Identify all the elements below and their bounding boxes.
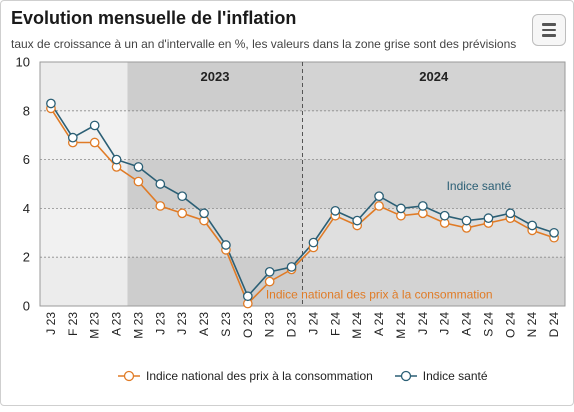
series-2-point <box>330 205 341 216</box>
series-2-point <box>461 215 472 226</box>
series-2-point <box>505 208 516 219</box>
series-2-point <box>242 291 253 302</box>
x-tick-label: M 23 <box>88 312 102 339</box>
x-tick-label: D 23 <box>285 312 299 338</box>
series-2-point <box>352 215 363 226</box>
grid-lines <box>40 110 565 258</box>
series-2-point <box>417 201 428 211</box>
series-1-point <box>155 201 166 211</box>
x-tick-label: J 24 <box>438 312 452 335</box>
series-1-point <box>264 276 275 287</box>
x-tick-label: S 23 <box>219 312 233 337</box>
series-2-point <box>89 120 100 131</box>
x-tick-label: O 24 <box>503 312 517 338</box>
series-1-point <box>374 201 384 211</box>
series-2-point <box>67 132 78 143</box>
series-2-point <box>374 191 384 202</box>
legend-item-series-1[interactable]: Indice national des prix à la consommati… <box>118 369 373 383</box>
series-2-point <box>177 191 188 202</box>
year-label-2023: 2023 <box>201 69 230 84</box>
inline-label-series-2: Indice santé <box>447 179 512 193</box>
legend-swatch-series-1 <box>118 370 140 382</box>
legend-item-series-2[interactable]: Indice santé <box>394 369 488 383</box>
x-tick-label: M 23 <box>131 312 145 339</box>
inline-label-series-1: Indice national des prix à la consommati… <box>266 288 493 302</box>
y-tick-label: 8 <box>23 103 30 118</box>
series-2-point <box>199 208 209 219</box>
series-2-point <box>133 162 144 172</box>
x-tick-label: A 23 <box>197 312 211 336</box>
series-2-point <box>155 179 166 189</box>
x-tick-label: J 24 <box>416 312 430 335</box>
actuals-band <box>40 62 128 306</box>
series-2-point <box>46 98 56 109</box>
x-tick-label: A 24 <box>372 312 386 336</box>
x-tick-label: N 23 <box>263 312 277 338</box>
x-tick-label: D 24 <box>547 312 561 338</box>
x-tick-label: F 23 <box>66 312 80 336</box>
legend-label-series-1: Indice national des prix à la consommati… <box>146 369 373 383</box>
year-labels: 2023 2024 <box>201 69 449 84</box>
series-1-point <box>177 208 188 219</box>
series-2-point <box>286 262 297 272</box>
legend-swatch-series-2 <box>394 370 417 382</box>
series-2-point <box>527 220 538 231</box>
x-tick-label: F 24 <box>328 312 342 336</box>
series-2-point <box>439 210 450 221</box>
series-1-point <box>133 176 144 187</box>
x-tick-label: A 24 <box>460 312 474 336</box>
series-points <box>46 98 559 309</box>
x-tick-label: J 24 <box>306 312 320 335</box>
legend-label-series-2: Indice santé <box>422 369 488 383</box>
forecast-band-2024 <box>302 62 565 306</box>
y-tick-label: 6 <box>23 152 30 167</box>
chart-legend: Indice national des prix à la consommati… <box>118 369 510 383</box>
series-2-point <box>483 213 494 224</box>
x-tick-label: N 24 <box>525 312 539 338</box>
x-axis-ticks: J 23 F 23 M 23 A 23 M 23 J 23 J 23 A 23 S 23 O 23… <box>44 312 561 339</box>
forecast-band-2023 <box>127 62 303 306</box>
x-tick-label: J 23 <box>175 312 189 335</box>
series-2-point <box>396 203 406 214</box>
x-tick-label: A 23 <box>110 312 124 336</box>
year-label-2024: 2024 <box>419 69 449 84</box>
chart-title: Evolution mensuelle de l'inflation <box>11 8 297 28</box>
series-2-point <box>308 237 319 248</box>
y-axis-ticks: 0 2 4 6 8 10 <box>16 55 30 314</box>
series-2-point <box>111 154 122 165</box>
series-inline-labels: Indice national des prix à la consommati… <box>266 179 512 301</box>
x-tick-label: M 24 <box>394 312 408 339</box>
series-2-point <box>264 266 275 277</box>
x-tick-label: J 23 <box>44 312 58 335</box>
y-tick-label: 4 <box>23 201 30 216</box>
chart-menu-button[interactable] <box>532 14 566 46</box>
series-2-point <box>549 227 559 238</box>
x-tick-label: J 23 <box>153 312 167 335</box>
y-tick-label: 0 <box>23 299 30 314</box>
series-1-point <box>89 137 100 148</box>
chart-subtitle: taux de croissance à un an d'intervalle … <box>11 37 517 51</box>
y-tick-label: 2 <box>23 250 30 265</box>
series-2-point <box>221 240 231 250</box>
x-tick-label: O 23 <box>241 312 255 338</box>
x-tick-label: S 24 <box>481 312 495 337</box>
y-tick-label: 10 <box>16 55 30 70</box>
x-tick-label: M 24 <box>350 312 364 339</box>
